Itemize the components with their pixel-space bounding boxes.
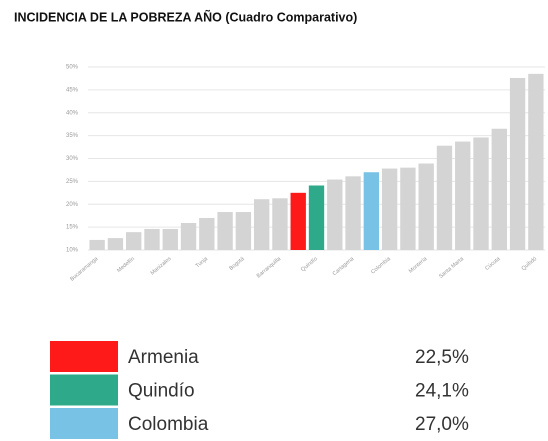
bar: [363, 172, 380, 250]
x-tick-label: Colombia: [370, 255, 392, 275]
bar: [272, 198, 288, 250]
y-tick-label: 30%: [66, 156, 79, 162]
bar: [345, 176, 361, 250]
y-tick-label: 20%: [66, 202, 79, 208]
chart-title: INCIDENCIA DE LA POBREZA AÑO (Cuadro Com…: [14, 9, 357, 24]
legend-label: Quindío: [128, 381, 195, 402]
bar: [89, 239, 105, 250]
y-tick-label: 15%: [66, 225, 79, 231]
bar: [436, 145, 453, 250]
bar: [400, 167, 416, 250]
x-tick-label: Tunja: [195, 255, 210, 269]
bar: [528, 73, 544, 250]
y-tick-label: 35%: [66, 133, 79, 139]
y-tick-label: 10%: [66, 248, 79, 254]
x-tick-label: Manizales: [150, 256, 173, 277]
bar: [381, 168, 398, 250]
legend-swatch: [50, 408, 118, 439]
legend-label: Colombia: [128, 414, 209, 435]
x-tick-label: Bucaramanga: [69, 255, 100, 282]
legend-value: 22,5%: [415, 347, 469, 368]
legend-value: 24,1%: [415, 381, 469, 402]
bar: [235, 212, 252, 250]
bar: [418, 163, 434, 250]
legend-swatch: [50, 374, 118, 406]
x-tick-label: Quibdó: [521, 256, 538, 272]
x-tick-label: Cúcuta: [484, 255, 502, 271]
bar: [455, 141, 471, 250]
bar: [199, 217, 215, 250]
y-tick-label: 40%: [66, 110, 79, 116]
bar: [509, 77, 526, 250]
x-tick-label: Bogotá: [228, 255, 246, 271]
legend-label: Armenia: [128, 347, 199, 368]
legend-swatch: [50, 341, 118, 372]
bar: [253, 199, 270, 250]
y-tick-label: 25%: [66, 179, 79, 185]
bar: [491, 128, 507, 250]
x-tick-label: Quindío: [300, 256, 319, 273]
bar: [144, 228, 160, 250]
x-tick-label: Barranquilla: [256, 255, 283, 279]
x-tick-label: Medellín: [116, 256, 136, 274]
bar: [180, 223, 197, 250]
y-tick-label: 50%: [66, 65, 79, 71]
y-tick-label: 45%: [66, 87, 79, 93]
bar: [217, 212, 233, 250]
bar: [162, 228, 178, 250]
bar: [308, 185, 325, 250]
bar: [290, 192, 306, 250]
bar: [126, 232, 142, 250]
x-tick-label: Cartagena: [332, 255, 356, 277]
x-tick-label: Santa Marta: [438, 255, 466, 279]
x-tick-label: Montería: [408, 255, 429, 274]
bar: [473, 137, 489, 250]
legend-value: 27,0%: [415, 414, 469, 435]
bar: [327, 179, 343, 250]
bar: [107, 238, 124, 250]
